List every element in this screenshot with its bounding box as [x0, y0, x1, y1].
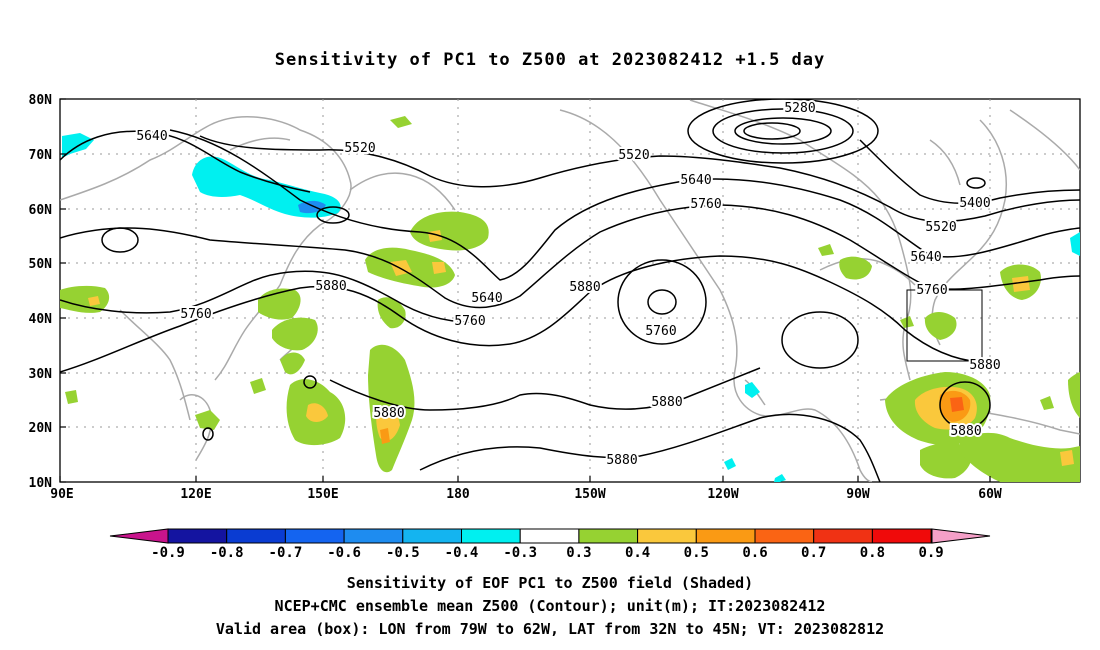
contour-label: 5760	[645, 324, 676, 339]
colorbar-swatch	[637, 528, 697, 544]
caption-valid-area: Valid area (box): LON from 79W to 62W, L…	[215, 620, 885, 638]
colorbar-label: 0.3	[566, 545, 591, 561]
lon-label: 120E	[180, 487, 211, 502]
colorbar-swatch	[167, 528, 228, 544]
lat-label: 30N	[29, 367, 53, 382]
colorbar-swatch	[402, 528, 462, 544]
colorbar-label: -0.9	[151, 545, 185, 561]
colorbar-label: 0.4	[625, 545, 650, 561]
lon-label: 120W	[707, 487, 738, 502]
longitude-labels: 90E 120E 150E 180 150W 120W 90W 60W	[50, 487, 1002, 502]
colorbar-swatch	[284, 528, 345, 544]
colorbar-right-tip	[931, 528, 991, 544]
contour-label: 5880	[569, 280, 600, 295]
colorbar-swatch	[695, 528, 756, 544]
latitude-labels: 80N 70N 60N 50N 40N 30N 20N 10N	[29, 93, 53, 491]
colorbar-swatch	[343, 528, 404, 544]
contour-label: 5880	[651, 395, 682, 410]
colorbar-left-tip	[109, 528, 169, 544]
z500-contours	[60, 99, 1080, 482]
contour-label: 5640	[136, 129, 167, 144]
contour-label: 5760	[180, 307, 211, 322]
valid-area-box	[906, 289, 983, 362]
contour-label: 5280	[784, 101, 815, 116]
colorbar-label: 0.9	[918, 545, 943, 561]
contour-label: 5640	[910, 250, 941, 265]
colorbar-swatch	[519, 528, 580, 544]
colorbar-label: -0.6	[327, 545, 361, 561]
lat-label: 80N	[29, 93, 53, 108]
lon-label: 60W	[978, 487, 1002, 502]
contour-label: 5880	[606, 453, 637, 468]
lat-label: 50N	[29, 257, 53, 272]
lat-label: 60N	[29, 203, 53, 218]
lon-label: 180	[446, 487, 470, 502]
contour-label: 5880	[950, 424, 981, 439]
contour-label: 5760	[690, 197, 721, 212]
contour-label: 5760	[454, 314, 485, 329]
lon-label: 90W	[846, 487, 870, 502]
colorbar-label: 0.7	[801, 545, 826, 561]
contour-label: 5640	[680, 173, 711, 188]
lat-label: 40N	[29, 312, 53, 327]
colorbar-swatch	[871, 528, 932, 544]
colorbar-label: 0.8	[860, 545, 885, 561]
colorbar-swatch	[461, 528, 521, 544]
lon-label: 150E	[307, 487, 338, 502]
colorbar-swatch	[226, 528, 286, 544]
colorbar: -0.9 -0.8 -0.7 -0.6 -0.5 -0.4 -0.3 0.3 0.4 0.5 0.6…	[109, 528, 991, 561]
contour-label: 5880	[315, 279, 346, 294]
map-title: Sensitivity of PC1 to Z500 at 2023082412…	[274, 50, 826, 70]
colorbar-label: -0.7	[269, 545, 303, 561]
colorbar-swatch	[578, 528, 639, 544]
contour-label: 5520	[925, 220, 956, 235]
colorbar-swatch	[754, 528, 815, 544]
contour-label: 5640	[471, 291, 502, 306]
colorbar-label: -0.5	[386, 545, 420, 561]
colorbar-label: -0.8	[210, 545, 244, 561]
contour-label: 5400	[959, 196, 990, 211]
colorbar-swatch	[813, 528, 873, 544]
contour-label-group: 5280 5400 5520 5520 5520 5640 5640 5640 …	[134, 99, 1002, 470]
colorbar-label: 0.6	[742, 545, 767, 561]
caption-shaded: Sensitivity of EOF PC1 to Z500 field (Sh…	[346, 574, 754, 592]
lon-label: 150W	[574, 487, 605, 502]
lat-label: 20N	[29, 421, 53, 436]
colorbar-label: 0.5	[684, 545, 709, 561]
contour-label: 5880	[373, 406, 404, 421]
lon-label: 90E	[50, 487, 73, 502]
colorbar-label: -0.3	[503, 545, 537, 561]
contour-label: 5880	[969, 358, 1000, 373]
colorbar-label: -0.4	[445, 545, 479, 561]
contour-label: 5520	[344, 141, 375, 156]
caption-contour: NCEP+CMC ensemble mean Z500 (Contour); u…	[274, 597, 826, 615]
axis-ticks	[59, 98, 991, 483]
contour-label: 5760	[916, 283, 947, 298]
lat-label: 10N	[29, 476, 53, 491]
lat-label: 70N	[29, 148, 53, 163]
contour-label: 5520	[618, 148, 649, 163]
